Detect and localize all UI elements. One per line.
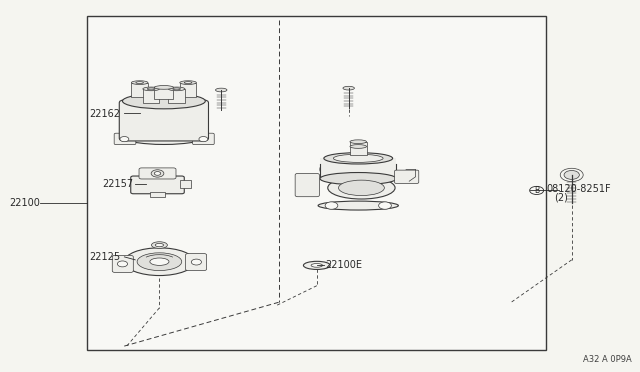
Ellipse shape — [150, 258, 169, 265]
Text: A32 A 0P9A: A32 A 0P9A — [584, 355, 632, 364]
Circle shape — [199, 137, 208, 142]
Text: 22100E: 22100E — [325, 260, 362, 270]
Bar — [180, 180, 191, 188]
Ellipse shape — [121, 128, 207, 144]
FancyBboxPatch shape — [193, 133, 214, 145]
Circle shape — [379, 202, 392, 209]
Circle shape — [154, 171, 161, 175]
FancyBboxPatch shape — [139, 168, 176, 179]
Text: B: B — [534, 186, 540, 195]
Circle shape — [325, 202, 338, 209]
Text: 22157: 22157 — [102, 179, 133, 189]
Text: (2): (2) — [554, 192, 568, 202]
Ellipse shape — [156, 243, 164, 247]
Ellipse shape — [324, 153, 393, 164]
Ellipse shape — [152, 242, 168, 248]
Ellipse shape — [173, 88, 180, 90]
Ellipse shape — [184, 82, 192, 84]
Ellipse shape — [124, 248, 195, 276]
Circle shape — [151, 170, 164, 177]
Ellipse shape — [131, 81, 148, 84]
Ellipse shape — [143, 87, 159, 91]
FancyBboxPatch shape — [295, 173, 319, 197]
Ellipse shape — [311, 263, 323, 267]
FancyBboxPatch shape — [394, 170, 419, 183]
Ellipse shape — [320, 155, 396, 184]
Bar — [154, 87, 173, 99]
FancyBboxPatch shape — [114, 133, 136, 145]
Text: 22162: 22162 — [90, 109, 120, 119]
Ellipse shape — [168, 87, 185, 91]
Text: 08120-8251F: 08120-8251F — [546, 184, 611, 194]
Bar — [350, 142, 367, 155]
Ellipse shape — [320, 173, 396, 185]
Bar — [143, 89, 159, 103]
Circle shape — [564, 170, 579, 179]
Ellipse shape — [147, 88, 155, 90]
Bar — [180, 83, 196, 97]
Ellipse shape — [318, 201, 398, 210]
Ellipse shape — [303, 261, 330, 269]
Circle shape — [117, 261, 127, 267]
Ellipse shape — [350, 140, 367, 144]
Bar — [131, 83, 148, 97]
Circle shape — [191, 259, 202, 265]
Circle shape — [120, 137, 129, 142]
Ellipse shape — [180, 81, 196, 84]
Ellipse shape — [216, 88, 227, 92]
Text: 22125: 22125 — [90, 252, 120, 262]
Bar — [150, 192, 165, 197]
Ellipse shape — [154, 86, 173, 89]
FancyBboxPatch shape — [186, 254, 207, 270]
Ellipse shape — [339, 180, 385, 196]
Ellipse shape — [122, 93, 205, 109]
Bar — [320, 158, 396, 179]
Ellipse shape — [137, 253, 182, 270]
Ellipse shape — [136, 82, 143, 84]
FancyBboxPatch shape — [131, 176, 184, 194]
Ellipse shape — [350, 145, 367, 148]
Bar — [168, 89, 185, 103]
Bar — [88, 16, 546, 350]
Ellipse shape — [328, 177, 395, 199]
FancyBboxPatch shape — [119, 100, 209, 141]
Ellipse shape — [333, 154, 383, 162]
Text: 22100: 22100 — [10, 198, 40, 208]
Ellipse shape — [343, 86, 355, 90]
FancyBboxPatch shape — [112, 256, 133, 272]
